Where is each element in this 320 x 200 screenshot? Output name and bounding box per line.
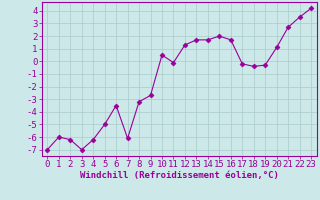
- X-axis label: Windchill (Refroidissement éolien,°C): Windchill (Refroidissement éolien,°C): [80, 171, 279, 180]
